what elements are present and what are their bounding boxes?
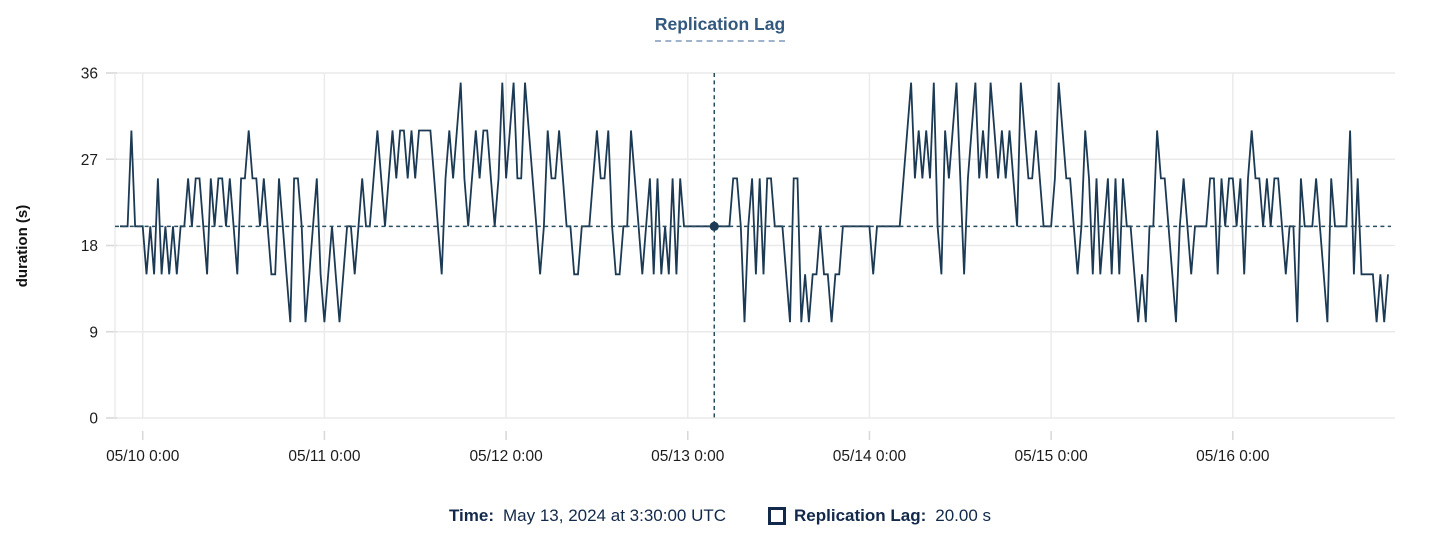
chart-title-legend-toggle[interactable]: Replication Lag: [654, 14, 786, 42]
svg-text:05/14 0:00: 05/14 0:00: [833, 448, 907, 465]
svg-text:36: 36: [81, 66, 98, 83]
svg-text:27: 27: [81, 152, 98, 169]
x-axis-tick-labels: 05/10 0:00 05/11 0:00 05/12 0:00 05/13 0:00…: [106, 448, 1270, 465]
tooltip-footer: Time: May 13, 2024 at 3:30:00 UTC Replic…: [0, 506, 1440, 526]
legend-item-replication-lag[interactable]: Replication Lag:: [768, 506, 926, 526]
svg-text:18: 18: [81, 238, 98, 255]
svg-text:05/16 0:00: 05/16 0:00: [1196, 448, 1270, 465]
svg-text:05/13 0:00: 05/13 0:00: [651, 448, 725, 465]
svg-text:05/12 0:00: 05/12 0:00: [469, 448, 543, 465]
svg-text:05/15 0:00: 05/15 0:00: [1014, 448, 1088, 465]
vertical-gridlines: [114, 73, 1234, 440]
legend-checkbox-icon[interactable]: [768, 507, 787, 525]
series-label: Replication Lag:: [794, 506, 927, 525]
series-value: 20.00 s: [935, 506, 992, 525]
y-axis-title: duration (s): [14, 205, 31, 288]
horizontal-gridlines: [106, 72, 1395, 419]
svg-text:0: 0: [89, 411, 98, 428]
svg-text:05/11 0:00: 05/11 0:00: [288, 448, 360, 465]
time-value: May 13, 2024 at 3:30:00 UTC: [503, 506, 727, 525]
svg-text:9: 9: [89, 324, 98, 341]
y-axis-tick-labels: 0 9 18 27 36: [81, 66, 99, 428]
selected-point-marker: [709, 221, 719, 231]
series-line: [120, 82, 1389, 323]
svg-text:05/10 0:00: 05/10 0:00: [106, 448, 180, 465]
time-label: Time:: [448, 506, 494, 525]
chart-title: Replication Lag: [0, 14, 1440, 42]
